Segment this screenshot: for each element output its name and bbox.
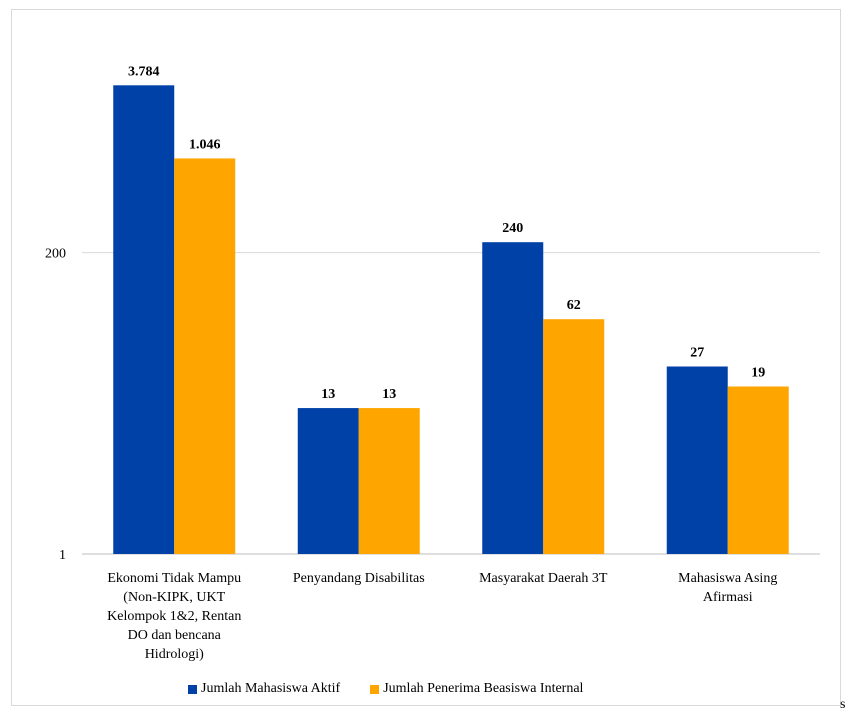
bar: [174, 158, 236, 554]
bar: [543, 319, 605, 554]
x-category-label: (Non-KIPK, UKT: [123, 590, 225, 605]
x-category-label: Hidrologi): [145, 647, 204, 662]
data-label: 3.784: [128, 64, 160, 79]
data-label: 19: [751, 365, 765, 380]
stray-character: s: [840, 697, 846, 712]
x-category-label: Mahasiswa Asing: [678, 571, 777, 586]
legend-item-penerima-beasiswa: Jumlah Penerima Beasiswa Internal: [370, 681, 583, 697]
bar: [666, 366, 728, 554]
bar: [358, 408, 420, 554]
legend: Jumlah Mahasiswa Aktif Jumlah Penerima B…: [188, 681, 613, 697]
x-category-label: Afirmasi: [703, 590, 753, 605]
x-category-label: Masyarakat Daerah 3T: [479, 571, 608, 586]
x-category-label: Ekonomi Tidak Mampu: [107, 571, 241, 586]
legend-swatch-orange: [370, 684, 380, 694]
data-label: 240: [502, 221, 523, 236]
x-category-label: Kelompok 1&2, Rentan: [107, 609, 241, 624]
legend-label-penerima-beasiswa: Jumlah Penerima Beasiswa Internal: [383, 681, 584, 696]
y-tick-label: 200: [45, 247, 66, 262]
x-category-label: DO dan bencana: [128, 628, 222, 643]
data-label: 13: [382, 387, 396, 402]
legend-label-mahasiswa-aktif: Jumlah Mahasiswa Aktif: [201, 681, 341, 696]
bar: [727, 386, 789, 554]
data-label: 13: [321, 387, 335, 402]
data-label: 62: [567, 298, 581, 313]
y-tick-label: 1: [59, 548, 66, 563]
legend-swatch-blue: [188, 684, 197, 694]
bar: [297, 408, 359, 554]
x-category-label: Penyandang Disabilitas: [293, 571, 425, 586]
bar: [113, 85, 175, 555]
bar: [482, 242, 544, 554]
chart-frame: [11, 9, 841, 706]
data-label: 1.046: [189, 137, 221, 152]
legend-item-mahasiswa-aktif: Jumlah Mahasiswa Aktif: [188, 681, 340, 697]
data-label: 27: [690, 345, 704, 360]
